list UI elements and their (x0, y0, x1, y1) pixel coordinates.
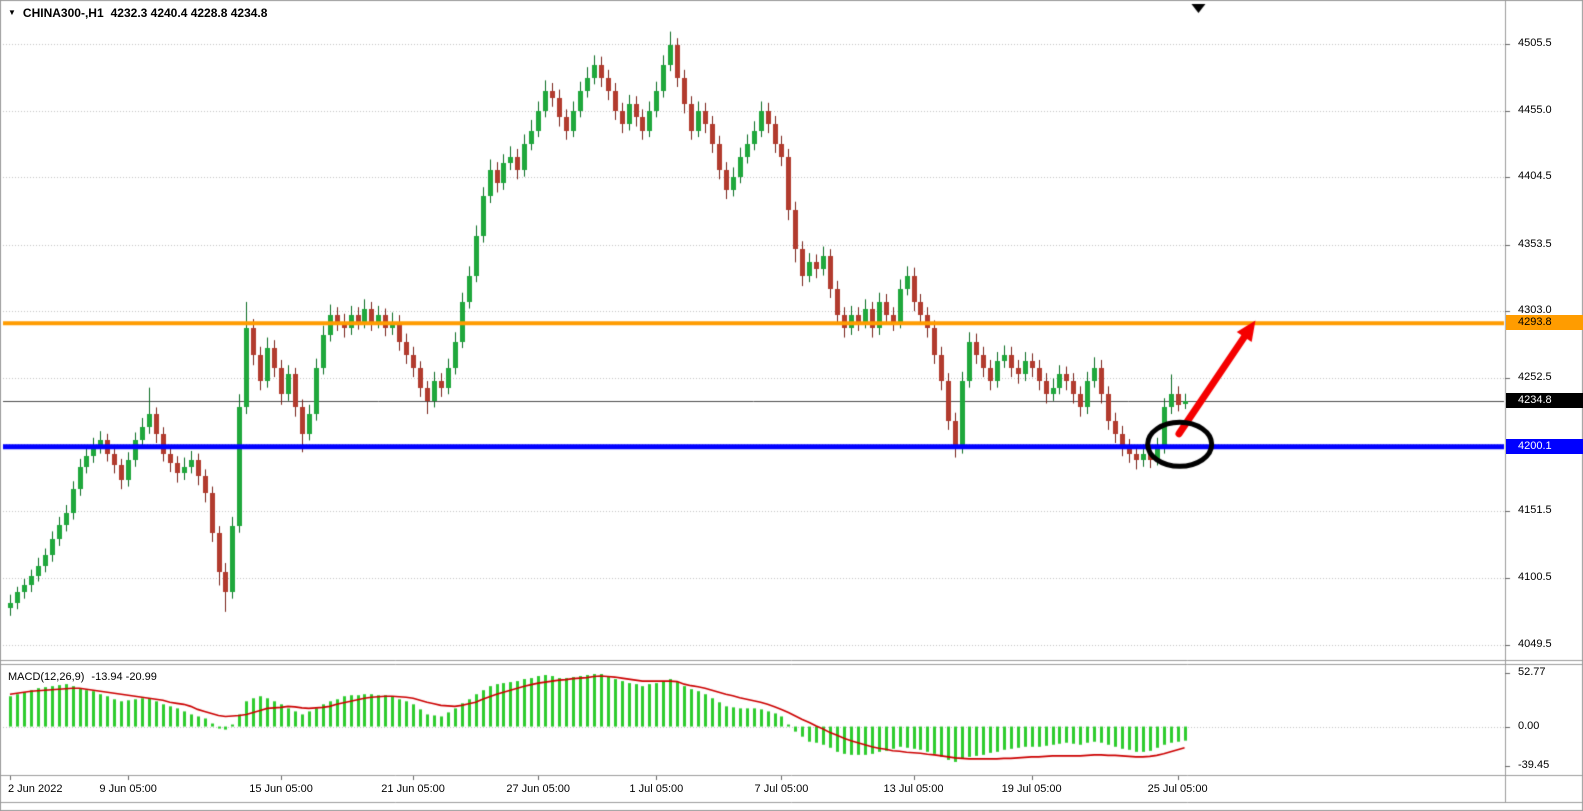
ohlc-values: 4232.3 4240.4 4228.8 4234.8 (110, 6, 268, 20)
macd-values: -13.94 -20.99 (91, 671, 157, 683)
chart-header: ▼ CHINA300-,H1 4232.3 4240.4 4228.8 4234… (8, 6, 267, 20)
macd-indicator-header: MACD(12,26,9) -13.94 -20.99 (8, 671, 157, 683)
symbol-period-label: CHINA300-,H1 (22, 6, 104, 20)
macd-label: MACD(12,26,9) (8, 671, 85, 683)
symbol-collapse-triangle-icon[interactable]: ▼ (8, 8, 16, 17)
